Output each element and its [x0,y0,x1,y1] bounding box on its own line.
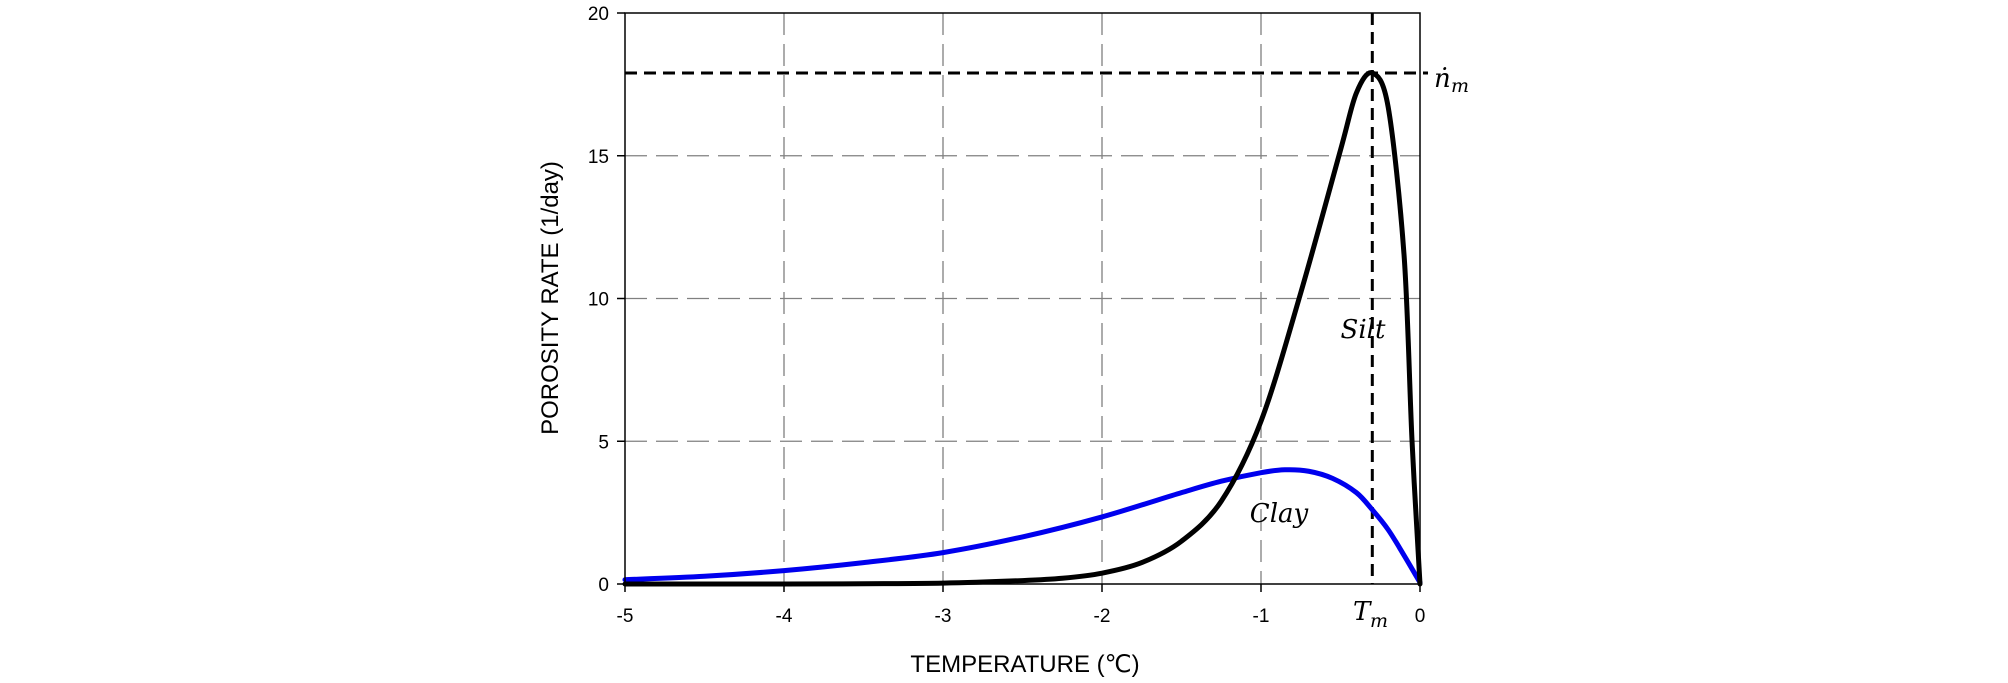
silt-label: Silt [1341,315,1386,345]
peak-temperature-subscript: m [1370,610,1388,632]
y-tick-labels: 0 5 10 15 20 [588,4,609,596]
clay-label: Clay [1250,499,1309,529]
x-axis-title: TEMPERATURE (℃) [910,651,1139,678]
y-axis-title: POROSITY RATE (1/day) [537,161,564,435]
y-tick-label: 0 [598,575,609,596]
peak-temperature-symbol: T [1353,597,1372,627]
x-tick-label: 0 [1415,606,1426,627]
x-tick-label: -5 [617,606,634,627]
peak-rate-label: ṅ m [1434,64,1469,97]
peak-rate-symbol: ṅ [1434,64,1451,94]
x-tick-label: -2 [1094,606,1111,627]
y-tick-label: 20 [588,4,609,25]
y-tick-label: 10 [588,290,609,311]
svg-text:ṅ: ṅ [1434,64,1451,94]
x-tick-label: -3 [935,606,952,627]
data-series [622,70,1423,587]
clay-curve [622,467,1423,586]
peak-temperature-label: T m [1353,597,1388,632]
x-tick-labels: -5 -4 -3 -2 -1 0 [617,606,1426,627]
svg-text:m: m [1370,610,1388,632]
axis-ticks [617,12,1421,592]
peak-rate-subscript: m [1451,75,1469,97]
reference-lines [625,13,1428,584]
grid [625,13,1420,584]
y-tick-label: 15 [588,147,609,168]
svg-text:m: m [1451,75,1469,97]
silt-curve [622,70,1423,587]
y-tick-label: 5 [598,432,609,453]
x-tick-label: -1 [1253,606,1270,627]
x-tick-label: -4 [776,606,793,627]
svg-text:T: T [1353,597,1372,627]
